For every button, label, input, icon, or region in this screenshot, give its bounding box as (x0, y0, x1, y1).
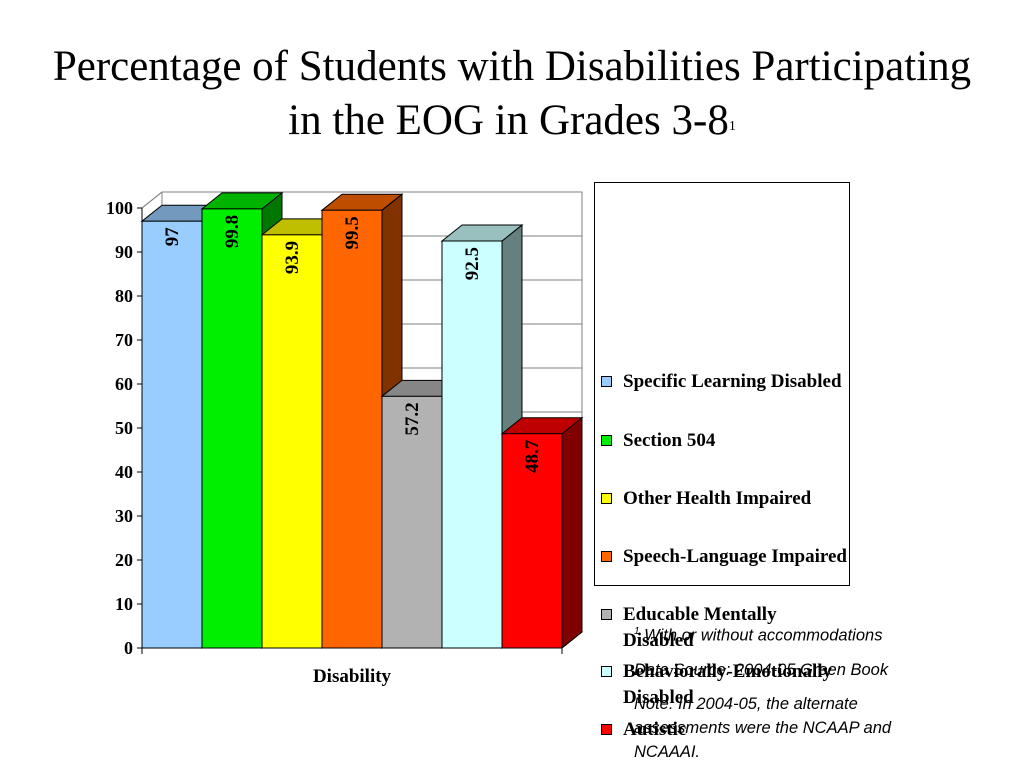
title-line-2-text: in the EOG in Grades 3-8 (288, 97, 729, 144)
y-tick-label: 0 (124, 638, 133, 658)
y-tick-label: 30 (115, 506, 133, 526)
y-tick-label: 10 (115, 594, 133, 614)
legend-swatch (601, 376, 612, 387)
legend-label: Speech-Language Impaired (623, 546, 847, 567)
y-tick-label: 40 (115, 462, 133, 482)
bar-value-label: 99.8 (222, 215, 243, 248)
bar-value-label: 97 (162, 227, 183, 247)
legend-swatch (601, 666, 612, 677)
chart-notes: 1 With or without accommodations Data So… (634, 620, 954, 774)
data-source: Data Source: 2004-05 Green Book (634, 660, 889, 679)
bar (261, 234, 323, 649)
y-tick-label: 100 (106, 198, 133, 218)
bar (141, 220, 203, 649)
y-tick-label: 80 (115, 286, 133, 306)
bar (321, 209, 383, 649)
bar (501, 433, 563, 649)
title-line-1: Percentage of Students with Disabilities… (52, 43, 972, 90)
legend-swatch (601, 493, 612, 504)
bar-value-label: 57.2 (402, 402, 423, 435)
legend-label: Behaviorally-Emotionally Disabled (623, 661, 832, 708)
chart-title: Percentage of Students with Disabilities… (0, 40, 1024, 148)
x-axis-title: Disability (313, 666, 392, 687)
bar (441, 240, 503, 649)
legend-label: Specific Learning Disabled (623, 371, 842, 392)
footnote: 1 With or without accommodations (634, 620, 954, 648)
bar-value-label: 92.5 (462, 247, 483, 280)
legend-swatch (601, 724, 612, 735)
legend-label: Section 504 (623, 430, 716, 451)
bar (201, 208, 263, 649)
y-tick-label: 70 (115, 330, 133, 350)
legend-swatch (601, 551, 612, 562)
footnote-marker: 1 (634, 626, 640, 637)
bar (381, 395, 443, 649)
bar-value-label: 99.5 (342, 216, 363, 249)
legend-label: Educable Mentally Disabled (623, 604, 777, 651)
y-tick-label: 50 (115, 418, 133, 438)
assessment-note: Note: In 2004-05, the alternate assessme… (634, 694, 892, 761)
legend-label: Autistic (623, 719, 687, 740)
bar-side (561, 416, 583, 650)
legend-swatch (601, 609, 612, 620)
footnote-text: With or without accommodations (644, 626, 883, 645)
y-tick-label: 60 (115, 374, 133, 394)
bar-value-label: 93.9 (282, 241, 303, 274)
title-line-2: in the EOG in Grades 3-81 (0, 94, 1024, 148)
wall-edge (141, 191, 163, 209)
y-tick-label: 90 (115, 242, 133, 262)
chart-legend: Specific Learning Disabled Section 504 O… (594, 182, 850, 740)
bar-value-label: 48.7 (522, 439, 543, 473)
y-tick-label: 20 (115, 550, 133, 570)
legend-label: Other Health Impaired (623, 488, 812, 509)
title-footnote-marker: 1 (728, 119, 736, 134)
legend-swatch (601, 435, 612, 446)
